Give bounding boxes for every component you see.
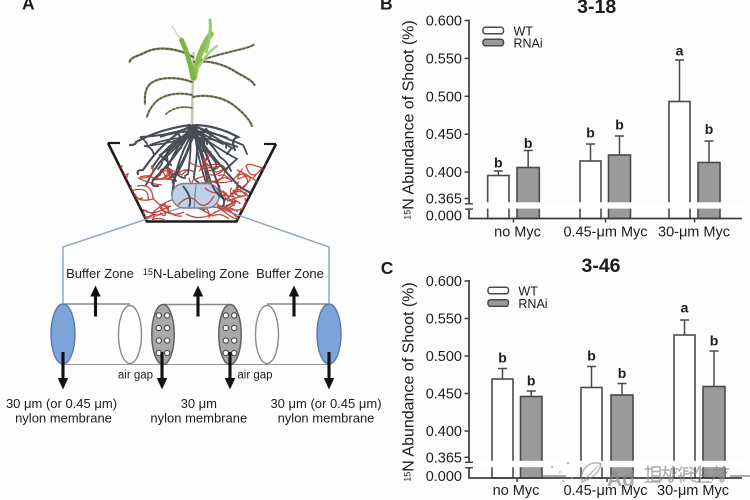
svg-text:a: a xyxy=(676,43,684,59)
svg-text:0.365: 0.365 xyxy=(426,450,462,466)
svg-text:0.45-μm Myc: 0.45-μm Myc xyxy=(563,483,647,499)
svg-text:0.450: 0.450 xyxy=(426,127,462,143)
svg-text:0.400: 0.400 xyxy=(426,424,462,440)
svg-text:15N Abundance of Shoot (%): 15N Abundance of Shoot (%) xyxy=(401,282,418,481)
svg-text:15N-Labeling Zone: 15N-Labeling Zone xyxy=(143,266,249,281)
svg-text:no Myc: no Myc xyxy=(494,225,541,241)
svg-text:RNAi: RNAi xyxy=(514,36,543,50)
svg-text:0.365: 0.365 xyxy=(426,192,462,208)
svg-text:nylon membrane: nylon membrane xyxy=(15,411,112,426)
svg-text:0.500: 0.500 xyxy=(426,349,462,365)
svg-text:0.000: 0.000 xyxy=(426,209,462,225)
svg-text:0.600: 0.600 xyxy=(426,274,462,290)
svg-text:A: A xyxy=(22,0,35,13)
svg-text:15N Abundance of Shoot (%): 15N Abundance of Shoot (%) xyxy=(401,20,418,219)
svg-text:RNAi: RNAi xyxy=(518,297,547,311)
svg-text:b: b xyxy=(498,350,507,366)
svg-text:0.450: 0.450 xyxy=(426,387,462,403)
svg-text:Buffer Zone: Buffer Zone xyxy=(256,266,324,281)
svg-text:30 μm: 30 μm xyxy=(181,396,217,411)
svg-text:0.550: 0.550 xyxy=(426,312,462,328)
svg-text:b: b xyxy=(710,333,719,349)
svg-text:0.600: 0.600 xyxy=(426,14,462,30)
svg-text:30-μm Myc: 30-μm Myc xyxy=(657,483,729,499)
svg-text:b: b xyxy=(705,121,714,137)
svg-text:C: C xyxy=(381,258,394,278)
svg-text:air gap: air gap xyxy=(118,370,153,382)
svg-text:air gap: air gap xyxy=(237,370,272,382)
svg-text:b: b xyxy=(494,155,503,171)
svg-text:b: b xyxy=(586,125,595,141)
svg-text:b: b xyxy=(524,135,533,151)
svg-text:0.500: 0.500 xyxy=(426,89,462,105)
svg-text:nylon membrane: nylon membrane xyxy=(150,411,247,426)
svg-text:0.45-μm Myc: 0.45-μm Myc xyxy=(563,225,647,241)
svg-text:3-46: 3-46 xyxy=(581,255,620,277)
svg-text:nylon membrane: nylon membrane xyxy=(278,411,375,426)
svg-text:0.550: 0.550 xyxy=(426,51,462,67)
svg-text:Ad: Ad xyxy=(607,468,635,491)
svg-text:30 μm (or 0.45 μm): 30 μm (or 0.45 μm) xyxy=(6,396,117,411)
svg-text:0.000: 0.000 xyxy=(426,469,462,485)
svg-text:b: b xyxy=(527,373,536,389)
svg-text:30-μm Myc: 30-μm Myc xyxy=(658,225,730,241)
svg-text:B: B xyxy=(380,0,393,13)
svg-text:30 μm (or 0.45 μm): 30 μm (or 0.45 μm) xyxy=(270,396,381,411)
svg-text:3-18: 3-18 xyxy=(577,0,616,18)
svg-text:a: a xyxy=(681,300,689,316)
svg-text:WT: WT xyxy=(514,24,534,38)
svg-text:no Myc: no Myc xyxy=(493,483,540,499)
svg-text:b: b xyxy=(618,365,627,381)
svg-text:0.400: 0.400 xyxy=(426,165,462,181)
svg-text:Buffer Zone: Buffer Zone xyxy=(66,266,134,281)
svg-text:b: b xyxy=(615,117,624,133)
svg-text:WT: WT xyxy=(518,284,538,298)
svg-text:b: b xyxy=(587,348,596,364)
